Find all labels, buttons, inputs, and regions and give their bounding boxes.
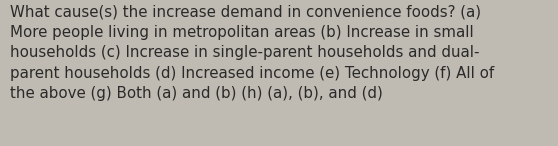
Text: What cause(s) the increase demand in convenience foods? (a)
More people living i: What cause(s) the increase demand in con… <box>10 4 494 101</box>
